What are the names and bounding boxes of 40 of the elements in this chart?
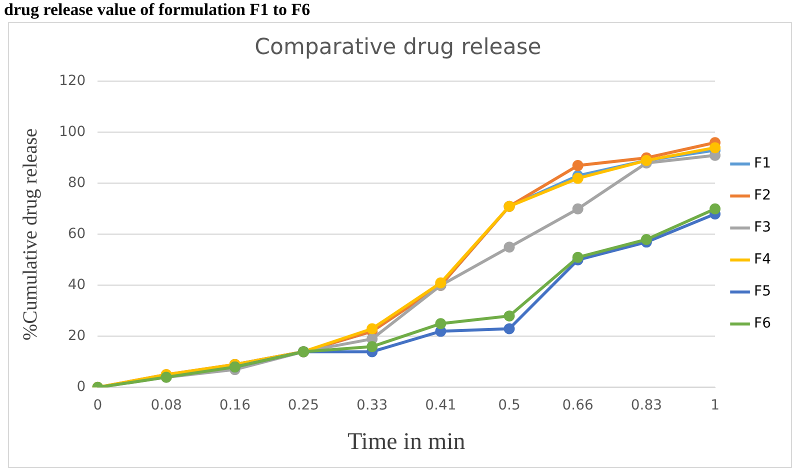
legend-label: F4 <box>754 252 772 268</box>
text: drug release value of formulation F1 to F6 <box>4 0 310 20</box>
y-tick-label: 40 <box>68 277 86 294</box>
point <box>504 242 515 253</box>
legend-label: F5 <box>754 284 772 300</box>
x-tick-label: 0.5 <box>498 397 520 414</box>
point <box>572 172 584 184</box>
x-tick-label: 0.25 <box>288 397 320 414</box>
x-tick-label: 0.33 <box>356 397 388 414</box>
point <box>710 142 721 154</box>
point <box>366 341 378 352</box>
x-axis-title: Time in min <box>347 428 466 455</box>
point <box>640 234 652 245</box>
point <box>435 277 446 288</box>
x-tick-label: 1 <box>710 397 720 414</box>
legend-label: F2 <box>754 188 772 204</box>
x-tick-label: 0.83 <box>630 397 662 414</box>
x-tick-label: 0.08 <box>150 397 182 414</box>
x-tick-label: 0.41 <box>425 397 456 414</box>
y-tick-label: 100 <box>58 124 86 140</box>
y-tick-label: 20 <box>68 328 86 344</box>
x-tick-label: 0 <box>93 397 102 414</box>
point <box>572 252 584 263</box>
point <box>572 203 584 214</box>
chart-title: Comparative drug release <box>254 34 542 60</box>
point <box>710 203 721 214</box>
y-tick-label: 0 <box>76 379 86 396</box>
y-tick-label: 120 <box>58 73 86 90</box>
legend-label: F3 <box>754 220 772 236</box>
point <box>435 318 446 330</box>
point <box>572 160 584 172</box>
point <box>504 310 515 322</box>
legend-label: F1 <box>754 156 772 172</box>
y-tick-label: 60 <box>68 226 86 242</box>
point <box>504 323 515 334</box>
x-tick-label: 0.66 <box>562 397 594 414</box>
x-tick-label: 0.16 <box>219 397 251 414</box>
y-axis-title: %Cumulative drug release <box>19 128 42 340</box>
y-tick-label: 80 <box>68 175 86 192</box>
legend-label: F6 <box>754 316 772 332</box>
